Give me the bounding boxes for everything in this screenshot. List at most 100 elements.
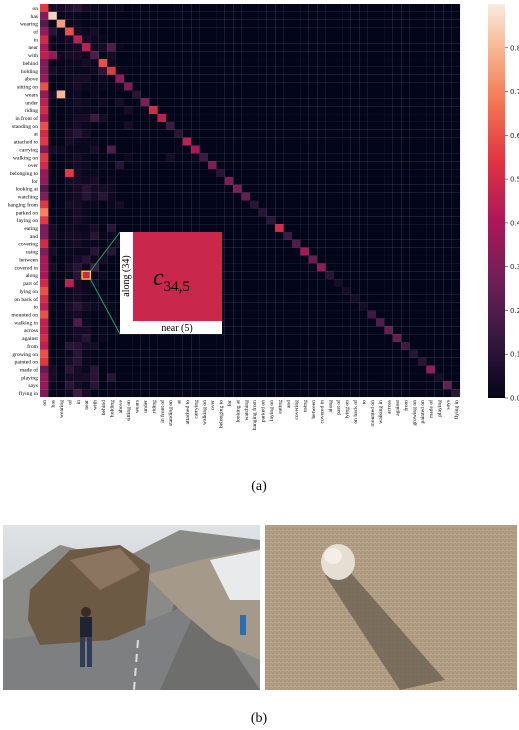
heat-cell: [107, 342, 115, 350]
heat-cell: [242, 373, 250, 381]
heat-cell: [275, 342, 283, 350]
heat-cell: [309, 43, 317, 51]
heat-cell: [284, 201, 292, 209]
heat-cell: [90, 106, 98, 114]
heat-cell: [141, 145, 149, 153]
heat-cell: [99, 216, 107, 224]
heat-cell: [65, 318, 73, 326]
heat-cell: [435, 35, 443, 43]
heat-cell: [334, 51, 342, 59]
heat-cell: [242, 271, 250, 279]
colorbar: [488, 4, 505, 398]
heat-cell: [292, 153, 300, 161]
heat-cell: [90, 114, 98, 122]
heat-cell: [284, 295, 292, 303]
heat-cell: [351, 177, 359, 185]
heat-cell: [200, 177, 208, 185]
heat-cell: [233, 201, 241, 209]
heat-cell: [452, 373, 460, 381]
inset-row-label: along (34): [121, 255, 132, 296]
heat-cell: [107, 169, 115, 177]
heat-cell: [82, 256, 90, 264]
heat-cell: [393, 106, 401, 114]
heat-cell: [384, 224, 392, 232]
heat-cell: [359, 90, 367, 98]
heat-cell: [200, 83, 208, 91]
heat-cell: [174, 43, 182, 51]
heat-cell: [166, 20, 174, 28]
heat-cell: [368, 59, 376, 67]
heat-cell: [90, 122, 98, 130]
heat-cell: [90, 4, 98, 12]
heat-cell: [342, 106, 350, 114]
heat-cell: [284, 145, 292, 153]
heat-cell: [426, 366, 434, 374]
heat-cell: [250, 145, 258, 153]
heat-cell: [326, 256, 334, 264]
heat-cell: [452, 295, 460, 303]
heat-cell: [48, 130, 56, 138]
heat-cell: [351, 114, 359, 122]
row-label: walking in: [14, 320, 38, 326]
heat-cell: [334, 342, 342, 350]
heat-cell: [57, 208, 65, 216]
heat-cell: [74, 373, 82, 381]
heat-cell: [208, 389, 216, 397]
heat-cell: [258, 271, 266, 279]
heat-cell: [99, 318, 107, 326]
heat-cell: [116, 20, 124, 28]
heat-cell: [65, 43, 73, 51]
heat-cell: [334, 20, 342, 28]
heat-cell: [326, 263, 334, 271]
heat-cell: [250, 287, 258, 295]
heat-cell: [368, 295, 376, 303]
heat-cell: [124, 59, 132, 67]
row-label: growing on: [12, 352, 38, 358]
heat-cell: [40, 75, 48, 83]
heat-cell: [309, 232, 317, 240]
heat-cell: [183, 75, 191, 83]
heat-cell: [384, 358, 392, 366]
heat-cell: [426, 271, 434, 279]
heat-cell: [292, 232, 300, 240]
heat-cell: [258, 279, 266, 287]
heat-cell: [225, 366, 233, 374]
heat-cell: [393, 145, 401, 153]
heat-cell: [275, 67, 283, 75]
heat-cell: [250, 350, 258, 358]
heat-cell: [326, 130, 334, 138]
heat-cell: [384, 153, 392, 161]
heat-cell: [452, 240, 460, 248]
heat-cell: [334, 35, 342, 43]
heat-cell: [376, 193, 384, 201]
heat-cell: [275, 43, 283, 51]
heat-cell: [141, 43, 149, 51]
heat-cell: [149, 185, 157, 193]
heat-cell: [443, 114, 451, 122]
heat-cell: [401, 145, 409, 153]
heat-cell: [242, 145, 250, 153]
heat-cell: [99, 130, 107, 138]
heat-cell: [191, 122, 199, 130]
heat-cell: [267, 35, 275, 43]
heat-cell: [40, 224, 48, 232]
heat-cell: [158, 216, 166, 224]
heat-cell: [48, 35, 56, 43]
heat-cell: [82, 177, 90, 185]
heat-cell: [393, 12, 401, 20]
heat-cell: [317, 35, 325, 43]
heat-cell: [426, 240, 434, 248]
heat-cell: [275, 271, 283, 279]
heat-cell: [57, 83, 65, 91]
heat-cell: [275, 263, 283, 271]
heat-cell: [292, 326, 300, 334]
heat-cell: [74, 122, 82, 130]
heat-cell: [326, 75, 334, 83]
heat-cell: [258, 216, 266, 224]
heat-cell: [300, 271, 308, 279]
heat-cell: [200, 35, 208, 43]
heat-cell: [90, 201, 98, 209]
heat-cell: [359, 342, 367, 350]
heat-cell: [393, 318, 401, 326]
heat-cell: [216, 169, 224, 177]
